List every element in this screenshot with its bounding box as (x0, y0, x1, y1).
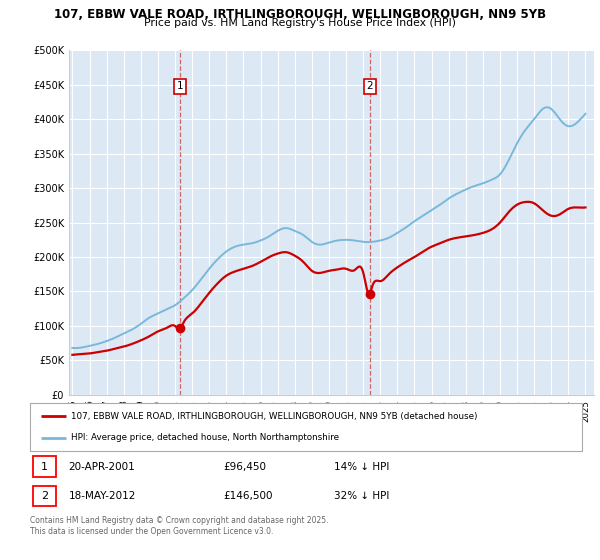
Text: 2: 2 (41, 491, 48, 501)
Text: 18-MAY-2012: 18-MAY-2012 (68, 491, 136, 501)
Text: 14% ↓ HPI: 14% ↓ HPI (334, 461, 389, 472)
Text: 2: 2 (367, 81, 373, 91)
Text: £96,450: £96,450 (223, 461, 266, 472)
Text: 107, EBBW VALE ROAD, IRTHLINGBOROUGH, WELLINGBOROUGH, NN9 5YB: 107, EBBW VALE ROAD, IRTHLINGBOROUGH, WE… (54, 8, 546, 21)
Text: 107, EBBW VALE ROAD, IRTHLINGBOROUGH, WELLINGBOROUGH, NN9 5YB (detached house): 107, EBBW VALE ROAD, IRTHLINGBOROUGH, WE… (71, 412, 478, 421)
Text: £146,500: £146,500 (223, 491, 272, 501)
FancyBboxPatch shape (30, 403, 582, 451)
Text: HPI: Average price, detached house, North Northamptonshire: HPI: Average price, detached house, Nort… (71, 433, 340, 442)
FancyBboxPatch shape (33, 456, 56, 477)
Text: Contains HM Land Registry data © Crown copyright and database right 2025.
This d: Contains HM Land Registry data © Crown c… (30, 516, 329, 536)
FancyBboxPatch shape (33, 486, 56, 506)
Text: 1: 1 (177, 81, 184, 91)
Text: Price paid vs. HM Land Registry's House Price Index (HPI): Price paid vs. HM Land Registry's House … (144, 18, 456, 29)
Text: 1: 1 (41, 461, 48, 472)
Text: 20-APR-2001: 20-APR-2001 (68, 461, 136, 472)
Text: 32% ↓ HPI: 32% ↓ HPI (334, 491, 389, 501)
